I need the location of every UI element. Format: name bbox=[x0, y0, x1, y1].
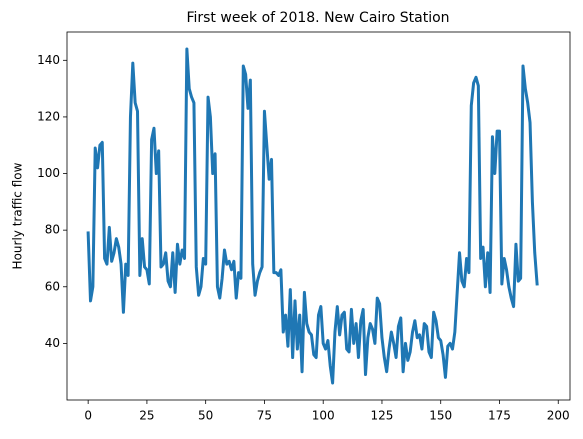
x-tick-label: 200 bbox=[547, 409, 570, 423]
x-tick-label: 100 bbox=[312, 409, 335, 423]
x-tick-label: 125 bbox=[371, 409, 394, 423]
chart-title: First week of 2018. New Cairo Station bbox=[186, 10, 449, 26]
y-tick-label: 40 bbox=[45, 336, 60, 350]
y-axis-label: Hourly traffic flow bbox=[11, 162, 25, 269]
y-tick-label: 60 bbox=[45, 279, 60, 293]
x-tick-label: 50 bbox=[198, 409, 213, 423]
plot-frame bbox=[66, 31, 571, 401]
x-tick-label: 0 bbox=[84, 409, 92, 423]
y-tick-label: 100 bbox=[37, 166, 60, 180]
x-tick-label: 175 bbox=[488, 409, 511, 423]
y-tick-label: 120 bbox=[37, 109, 60, 123]
y-tick-label: 140 bbox=[37, 53, 60, 67]
data-line bbox=[86, 47, 539, 385]
y-tick-label: 80 bbox=[45, 223, 60, 237]
x-tick-label: 150 bbox=[429, 409, 452, 423]
x-tick-label: 25 bbox=[139, 409, 154, 423]
x-tick-label: 75 bbox=[257, 409, 272, 423]
